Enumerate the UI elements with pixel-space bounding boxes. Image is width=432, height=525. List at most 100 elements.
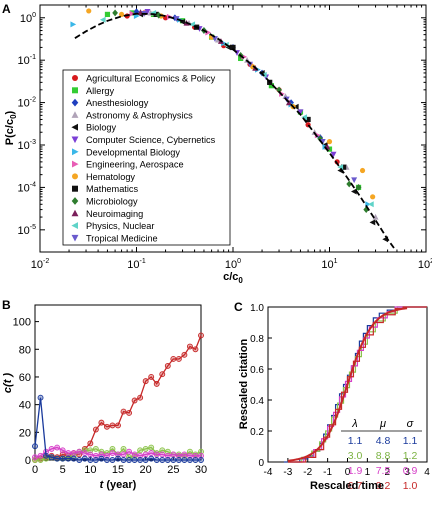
- series-point: [59, 447, 66, 454]
- legend-label: Physics, Nuclear: [86, 221, 154, 231]
- series-point: [115, 455, 121, 462]
- b-xlabel-unit: (year): [103, 479, 136, 491]
- legend-marker: [71, 136, 79, 144]
- y-tick-label: 100: [20, 12, 36, 25]
- panel-a-legend: [62, 69, 231, 246]
- series-point: [170, 451, 177, 458]
- x-tick-label: 100: [225, 258, 241, 271]
- series-point: [148, 444, 155, 451]
- data-point: [369, 219, 376, 226]
- data-point: [118, 11, 125, 18]
- panel-a-legend-entries: Agricultural Economics & Policy Allergy An…: [71, 74, 216, 243]
- table-header: μ: [379, 418, 386, 430]
- panel-b-frame: [34, 304, 202, 461]
- series-point: [32, 454, 38, 461]
- series-point: [54, 444, 61, 451]
- legend-label: Neuroimaging: [86, 209, 143, 219]
- series-point: [159, 371, 166, 378]
- x-tick-label: 102: [418, 258, 432, 271]
- x-tick-exponent: 1: [334, 258, 338, 265]
- series-point: [32, 443, 38, 450]
- y-tick-label: 0.8: [250, 334, 264, 345]
- series-point: [148, 374, 155, 380]
- series-point: [98, 455, 105, 462]
- series-point: [192, 346, 199, 353]
- data-point: [297, 109, 304, 116]
- y-tick-label: 10-3: [18, 139, 37, 152]
- data-point: [99, 16, 106, 23]
- table-cell: 6.7: [348, 480, 363, 492]
- a-ylabel-close: ): [4, 110, 16, 114]
- series-point: [181, 351, 188, 358]
- panel-a-fit-curve: [74, 12, 396, 250]
- x-tick-label: -1: [323, 467, 332, 478]
- series-point: [181, 457, 188, 463]
- panel-c-parameter-table: λ μ σ 1.1 4.8 1.1 3.0 8.8 1.2 1.9 7.5 0.9 6.7 9.2 1.0: [341, 418, 422, 492]
- series-point: [170, 457, 177, 463]
- series-point: [186, 457, 193, 463]
- x-tick-label: -4: [264, 467, 273, 478]
- table-cell: 4.8: [376, 435, 391, 447]
- legend-marker: [72, 185, 78, 192]
- series-point: [164, 457, 171, 463]
- legend-label: Tropical Medicine: [86, 233, 158, 243]
- table-cell: 1.1: [348, 435, 363, 447]
- legend-marker: [72, 173, 78, 180]
- y-tick-label: 80: [19, 344, 31, 356]
- data-point: [189, 21, 196, 28]
- series-point: [148, 450, 155, 457]
- series-point: [159, 447, 166, 454]
- series-point: [164, 362, 171, 369]
- series-point: [137, 447, 144, 454]
- series-point: [186, 452, 193, 459]
- series-point: [92, 452, 99, 459]
- series-point: [59, 451, 66, 458]
- y-tick-label: 60: [19, 372, 31, 384]
- legend-label: Microbiology: [86, 197, 138, 207]
- series-point: [153, 380, 160, 387]
- panel-b-xlabel: t (year): [100, 479, 137, 491]
- y-tick-label: 0.4: [250, 396, 264, 407]
- y-tick-label: 10-1: [18, 54, 37, 67]
- a-ylabel-subscript: 0: [9, 114, 18, 119]
- data-point: [355, 184, 362, 191]
- series-point: [103, 423, 110, 430]
- series-point: [159, 457, 166, 463]
- legend-marker: [71, 111, 79, 118]
- series-point: [153, 457, 160, 463]
- data-point: [351, 188, 357, 195]
- x-tick-label: 1: [365, 467, 371, 478]
- series-point: [142, 378, 149, 385]
- series-point: [198, 332, 204, 339]
- series-point: [153, 451, 160, 458]
- x-tick-label: 4: [424, 467, 430, 478]
- data-point: [268, 83, 275, 89]
- table-cell: 9.2: [376, 480, 391, 492]
- series-point: [103, 452, 110, 459]
- series-point: [120, 408, 127, 415]
- x-tick-label: 20: [140, 464, 152, 476]
- table-cell: 1.9: [348, 465, 363, 477]
- legend-marker: [72, 148, 79, 156]
- series-point: [148, 455, 155, 462]
- a-xlabel-subscript: 0: [238, 276, 243, 285]
- legend-label: Agricultural Economics & Policy: [86, 74, 216, 84]
- data-point: [155, 11, 162, 19]
- x-tick-label: -3: [283, 467, 292, 478]
- series-point: [198, 448, 204, 455]
- series-point: [126, 457, 133, 463]
- panel-a-xlabel: c/c0: [223, 271, 243, 285]
- series-point: [98, 451, 105, 458]
- data-point: [144, 8, 151, 15]
- y-tick-label: 0.2: [250, 427, 264, 438]
- data-point: [129, 10, 136, 17]
- series-point: [115, 422, 121, 429]
- x-tick-label: 0: [32, 464, 38, 476]
- panel-c-xlabel: Rescaled time: [310, 480, 384, 492]
- y-tick-label: 20: [19, 427, 31, 439]
- panel-b-ticks: 0 5 10 15 20 25 30 0 20 40 60 80 100: [13, 317, 207, 476]
- data-point: [305, 116, 311, 123]
- series-point: [37, 452, 44, 459]
